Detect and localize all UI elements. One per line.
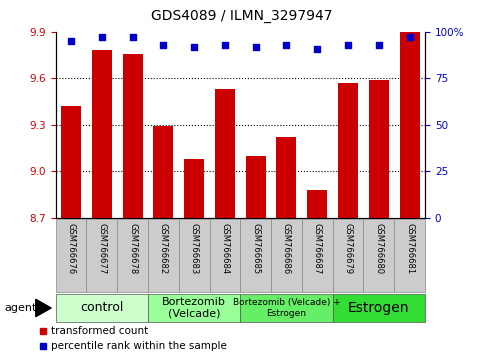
Bar [117, 219, 148, 292]
Point [159, 42, 167, 48]
Bar [338, 83, 358, 218]
Text: GSM766682: GSM766682 [159, 223, 168, 274]
Text: GSM766679: GSM766679 [343, 223, 353, 274]
Point [128, 35, 136, 40]
Bar [184, 159, 204, 218]
Bar [92, 51, 112, 218]
Text: GSM766676: GSM766676 [67, 223, 75, 274]
Bar [369, 80, 389, 218]
Bar [364, 219, 394, 292]
Text: GSM766677: GSM766677 [97, 223, 106, 274]
Point [252, 44, 259, 50]
Point [375, 42, 383, 48]
Text: GSM766683: GSM766683 [190, 223, 199, 274]
Text: percentile rank within the sample: percentile rank within the sample [51, 341, 227, 351]
Text: Bortezomib
(Velcade): Bortezomib (Velcade) [162, 297, 226, 319]
Text: control: control [80, 302, 124, 314]
Point [313, 46, 321, 51]
Text: GSM766681: GSM766681 [405, 223, 414, 274]
Text: Estrogen: Estrogen [348, 301, 410, 315]
Bar [61, 106, 81, 218]
Point [67, 38, 75, 44]
Bar [148, 294, 241, 322]
Point [190, 44, 198, 50]
Polygon shape [36, 299, 51, 316]
Point [283, 42, 290, 48]
Bar [240, 294, 333, 322]
Bar [307, 190, 327, 218]
Bar [240, 219, 271, 292]
Point [344, 42, 352, 48]
Bar [179, 219, 210, 292]
Bar [399, 32, 420, 218]
Text: GSM766685: GSM766685 [251, 223, 260, 274]
Text: agent: agent [5, 303, 37, 313]
Text: transformed count: transformed count [51, 326, 149, 336]
Bar [246, 156, 266, 218]
Text: GDS4089 / ILMN_3297947: GDS4089 / ILMN_3297947 [151, 9, 332, 23]
Bar [333, 219, 364, 292]
Point [221, 42, 229, 48]
Bar [56, 219, 86, 292]
Bar [123, 53, 142, 218]
Text: GSM766678: GSM766678 [128, 223, 137, 274]
Point [406, 35, 413, 40]
Bar [56, 294, 148, 322]
Bar [302, 219, 333, 292]
Bar [276, 137, 297, 218]
Text: GSM766686: GSM766686 [282, 223, 291, 274]
Text: GSM766684: GSM766684 [220, 223, 229, 274]
Bar [86, 219, 117, 292]
Text: GSM766687: GSM766687 [313, 223, 322, 274]
Bar [333, 294, 425, 322]
Bar [210, 219, 240, 292]
Text: Bortezomib (Velcade) +
Estrogen: Bortezomib (Velcade) + Estrogen [233, 298, 341, 318]
Bar [215, 89, 235, 218]
Point [98, 35, 106, 40]
Bar [153, 126, 173, 218]
Bar [271, 219, 302, 292]
Bar [148, 219, 179, 292]
Bar [394, 219, 425, 292]
Text: GSM766680: GSM766680 [374, 223, 384, 274]
